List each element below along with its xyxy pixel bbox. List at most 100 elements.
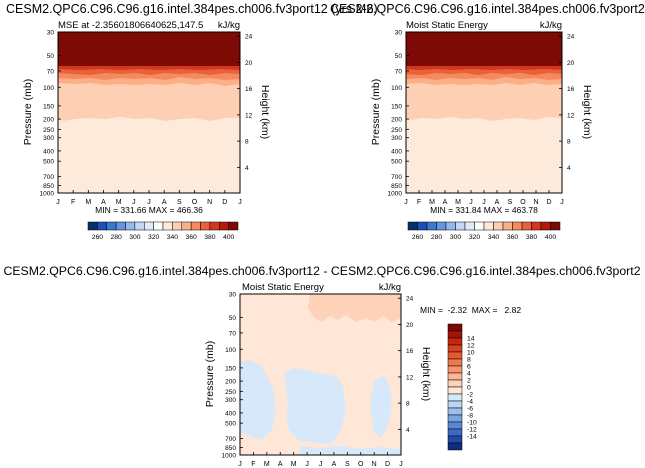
y-right-tick-label: 20	[406, 322, 414, 329]
x-tick-label: J	[238, 461, 242, 468]
colorbar-label: -2	[467, 392, 473, 399]
colorbar-swatch	[417, 221, 428, 231]
colorbar-swatch	[134, 221, 145, 231]
y-tick-label: 500	[43, 159, 54, 166]
y-tick-label: 150	[225, 365, 236, 372]
y-tick-label: 850	[43, 183, 54, 190]
x-tick-label: M	[264, 461, 270, 468]
x-tick-label: S	[345, 461, 350, 468]
panel-3-negative-right	[370, 376, 392, 438]
panel-2-footer: MIN = 331.84 MAX = 463.78	[430, 205, 538, 215]
y-tick-label: 300	[43, 135, 54, 142]
colorbar-swatch	[407, 221, 418, 231]
panel-3: CESM2.QPC6.C96.C96.g16.intel.384pes.ch00…	[3, 264, 640, 468]
y-right-tick-label: 12	[406, 374, 414, 381]
y-right-tick-label: 8	[406, 401, 410, 408]
panel-3-fill	[240, 294, 401, 455]
panel-2-subtitle-right: kJ/kg	[540, 20, 562, 31]
colorbar-label: 340	[167, 234, 179, 241]
y-tick-label: 100	[391, 85, 402, 92]
y-tick-label: 1000	[388, 191, 403, 198]
y-tick-label: 400	[391, 148, 402, 155]
colorbar-label: -14	[467, 434, 477, 441]
colorbar-swatch	[209, 221, 220, 231]
colorbar-swatch	[125, 221, 136, 231]
y-tick-label: 400	[43, 148, 54, 155]
colorbar-swatch	[447, 393, 463, 402]
x-tick-label: J	[399, 461, 403, 468]
y-tick-label: 30	[47, 30, 55, 37]
y-right-tick-label: 20	[567, 60, 575, 67]
x-tick-label: F	[71, 199, 75, 206]
colorbar-label: 12	[467, 343, 475, 350]
x-tick-label: J	[132, 199, 136, 206]
x-tick-label: N	[533, 199, 538, 206]
y-tick-label: 850	[391, 183, 402, 190]
x-tick-label: J	[238, 199, 242, 206]
panel-3-title: CESM2.QPC6.C96.C96.g16.intel.384pes.ch00…	[3, 264, 640, 278]
y-right-tick-label: 4	[406, 427, 410, 434]
x-tick-label: A	[495, 199, 500, 206]
y-right-tick-label: 8	[245, 139, 249, 146]
panel-3-positive-top	[308, 294, 401, 322]
panel-3-ylabel-right: Height (km)	[420, 347, 432, 401]
colorbar-swatch	[447, 358, 463, 367]
colorbar-swatch	[447, 386, 463, 395]
panel-1-title: CESM2.QPC6.C96.C96.g16.intel.384pes.ch00…	[6, 2, 378, 16]
colorbar-swatch	[190, 221, 201, 231]
panel-2: CESM2.QPC6.C96.C96.g16.intel.384pes.ch00…	[330, 2, 645, 241]
panel-3-subtitle-left: Moist Static Energy	[242, 282, 324, 293]
colorbar-label: 260	[412, 234, 424, 241]
y-tick-label: 500	[225, 421, 236, 428]
y-tick-label: 700	[391, 174, 402, 181]
y-right-tick-label: 16	[406, 348, 414, 355]
colorbar-swatch	[447, 330, 463, 339]
x-tick-label: M	[429, 199, 435, 206]
x-tick-label: M	[291, 461, 297, 468]
x-tick-label: O	[358, 461, 364, 468]
x-tick-label: J	[482, 199, 486, 206]
colorbar-label: 6	[467, 364, 471, 371]
x-tick-label: J	[56, 199, 60, 206]
panel-2-ylabel: Pressure (mb)	[370, 79, 382, 146]
colorbar-swatch	[162, 221, 173, 231]
colorbar-label: 8	[467, 357, 471, 364]
x-tick-label: J	[560, 199, 564, 206]
x-tick-label: A	[101, 199, 106, 206]
colorbar-label: 400	[545, 234, 557, 241]
y-right-tick-label: 24	[245, 34, 253, 41]
y-tick-label: 100	[43, 85, 54, 92]
x-tick-label: A	[332, 461, 337, 468]
colorbar-label: 340	[488, 234, 500, 241]
colorbar-label: 280	[431, 234, 443, 241]
y-tick-label: 70	[229, 330, 237, 337]
x-tick-label: J	[404, 199, 408, 206]
colorbar-swatch	[447, 379, 463, 388]
y-right-tick-label: 16	[567, 86, 575, 93]
colorbar-swatch	[219, 221, 229, 231]
colorbar-swatch	[228, 221, 239, 231]
x-tick-label: O	[192, 199, 198, 206]
colorbar-label: 320	[469, 234, 481, 241]
y-tick-label: 30	[395, 30, 403, 37]
colorbar-swatch	[445, 221, 456, 231]
y-tick-label: 50	[47, 53, 55, 60]
x-tick-label: A	[278, 461, 283, 468]
panel-3-negative-center	[284, 368, 346, 444]
colorbar-label: 10	[467, 350, 475, 357]
y-right-tick-label: 4	[245, 165, 249, 172]
colorbar-swatch	[521, 221, 532, 231]
y-tick-label: 150	[391, 103, 402, 110]
panel-3-y-ticks-right: 24 20 16 12 8 4	[398, 296, 414, 434]
colorbar-swatch	[447, 414, 463, 423]
y-right-tick-label: 4	[567, 165, 571, 172]
panel-1-colorbar: 260 280 300 320 340 360 380 400	[87, 221, 239, 241]
colorbar-swatch	[153, 221, 164, 231]
x-tick-label: M	[455, 199, 461, 206]
y-tick-label: 300	[225, 397, 236, 404]
colorbar-swatch	[540, 221, 551, 231]
colorbar-swatch	[447, 344, 463, 353]
